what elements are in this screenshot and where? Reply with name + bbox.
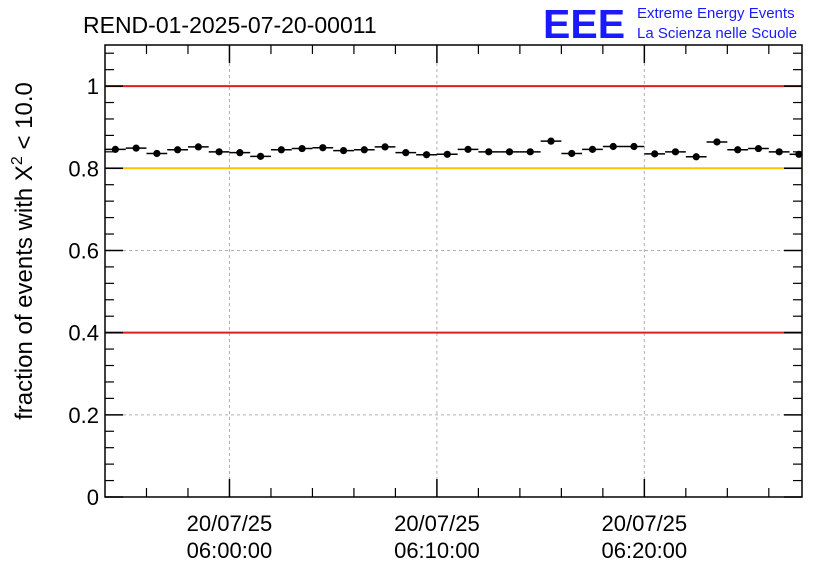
data-point [464,145,472,153]
data-point [713,138,721,146]
data-point [568,149,576,158]
y-tick-label: 0.6 [68,238,99,263]
data-point [402,149,410,157]
y-tick-label: 0.8 [68,156,99,181]
grid [105,45,802,497]
data-point [381,143,389,151]
data-point [547,137,555,145]
data-point [651,150,659,158]
data-point [588,145,597,153]
data-point [215,148,223,156]
data-point [174,146,182,154]
eee-logo: EEE Extreme Energy Events La Scienza nel… [543,1,797,47]
y-tick-label: 0.4 [68,321,99,346]
data-points [105,137,803,161]
y-tick-label: 0.2 [68,403,99,428]
data-point [277,146,285,154]
data-point [795,150,803,158]
x-tick-label-date: 20/07/25 [187,511,273,536]
data-point [692,153,700,161]
data-point [671,148,680,156]
tick-labels: 00.20.40.60.8120/07/2506:00:0020/07/2506… [68,74,687,563]
x-tick-label-time: 06:20:00 [602,538,688,563]
data-point [256,152,265,160]
y-axis-title-prefix: fraction of events with [11,181,38,420]
data-point [505,148,514,156]
logo-line1: Extreme Energy Events [637,5,795,22]
data-point [754,144,763,153]
reference-lines [105,85,802,334]
logo-mark: EEE [543,1,625,47]
data-point [609,142,617,151]
data-point [298,144,306,153]
x-tick-label-date: 20/07/25 [602,511,688,536]
data-point [132,144,140,152]
x-tick-label-time: 06:00:00 [187,538,273,563]
data-point [360,146,368,154]
data-point [775,148,783,156]
x-tick-label-time: 06:10:00 [394,538,480,563]
data-point [422,151,431,159]
logo-line2: La Scienza nelle Scuole [637,25,797,42]
data-point [485,148,493,156]
chart-title: REND-01-2025-07-20-00011 [83,12,377,38]
axis-ticks [105,45,802,498]
data-point [236,149,244,157]
data-point [111,145,119,153]
data-point [194,143,202,151]
x-tick-label-date: 20/07/25 [394,511,480,536]
data-point [339,147,348,155]
plot-frame [104,44,803,498]
y-axis-title-suffix: < 10.0 [11,82,38,156]
y-tick-label: 0 [87,485,99,510]
data-point [630,142,638,151]
data-point [443,150,451,158]
y-tick-label: 1 [87,74,99,99]
y-axis-title-superscript: 2 [9,156,26,165]
data-point [319,144,327,152]
y-axis-title-symbol: X [11,165,38,181]
data-point [153,149,161,158]
data-point [734,146,742,154]
data-point [526,148,534,156]
y-axis-title: fraction of events with X2 < 10.0 [9,82,38,420]
